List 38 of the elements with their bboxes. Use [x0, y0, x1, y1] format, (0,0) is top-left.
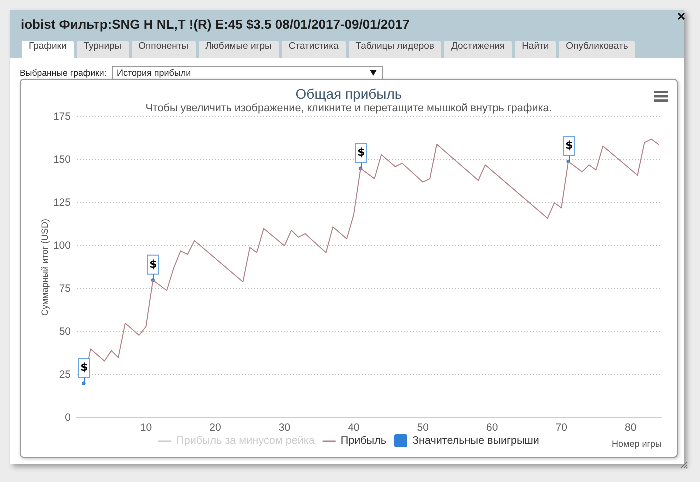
- text: iobist Фильтр:SNG H NL,T !(R) E:45 $3.5 08/01/2017-09/01/2017: [21, 17, 410, 32]
- y-tick-label: 0: [65, 412, 72, 424]
- tab: Турниры: [76, 41, 129, 58]
- y-tick-label: 50: [59, 326, 72, 338]
- data-label: $: [566, 139, 574, 152]
- y-axis-title: Суммарный итог (USD): [40, 218, 50, 316]
- y-tick-label: 25: [59, 368, 72, 381]
- data-label: $: [80, 360, 88, 374]
- y-tick-label: 125: [53, 196, 72, 209]
- tab: Достижения: [444, 41, 512, 58]
- tab: Найти: [515, 41, 556, 58]
- data-label: $: [150, 258, 158, 271]
- legend-label: Прибыль: [340, 434, 387, 447]
- x-tick-label: 40: [348, 422, 360, 434]
- text: Выбранные графики:: [20, 67, 107, 80]
- y-tick-label: 100: [53, 240, 72, 252]
- x-tick-label: 50: [417, 422, 430, 434]
- tab: Графики: [22, 41, 74, 58]
- tab: Опубликовать: [559, 41, 636, 58]
- y-tick-label: 75: [59, 282, 72, 295]
- x-axis-title: Номер игры: [612, 439, 662, 450]
- legend-label: Значительные выигрыши: [412, 434, 540, 447]
- x-tick-label: 30: [278, 422, 291, 434]
- tab: Статистика: [282, 41, 346, 58]
- x-tick-label: 70: [556, 422, 568, 434]
- y-tick-label: 175: [53, 110, 72, 123]
- tab: Любимые игры: [198, 41, 279, 58]
- tab: Таблицы лидеров: [348, 41, 442, 58]
- data-label: $: [358, 146, 366, 159]
- chart-subtitle: Чтобы увеличить изображение, кликните и перетащите мышкой внутрь графика.: [146, 102, 552, 114]
- x-tick-label: 60: [486, 422, 498, 434]
- x-tick-label: 10: [140, 422, 152, 434]
- x-tick-label: 80: [625, 422, 637, 434]
- chart-title: Общая прибыль: [296, 86, 402, 102]
- x-tick-label: 20: [210, 422, 222, 434]
- select-field: История прибыли: [112, 66, 383, 80]
- y-tick-label: 150: [53, 154, 72, 166]
- tab: Оппоненты: [132, 41, 196, 58]
